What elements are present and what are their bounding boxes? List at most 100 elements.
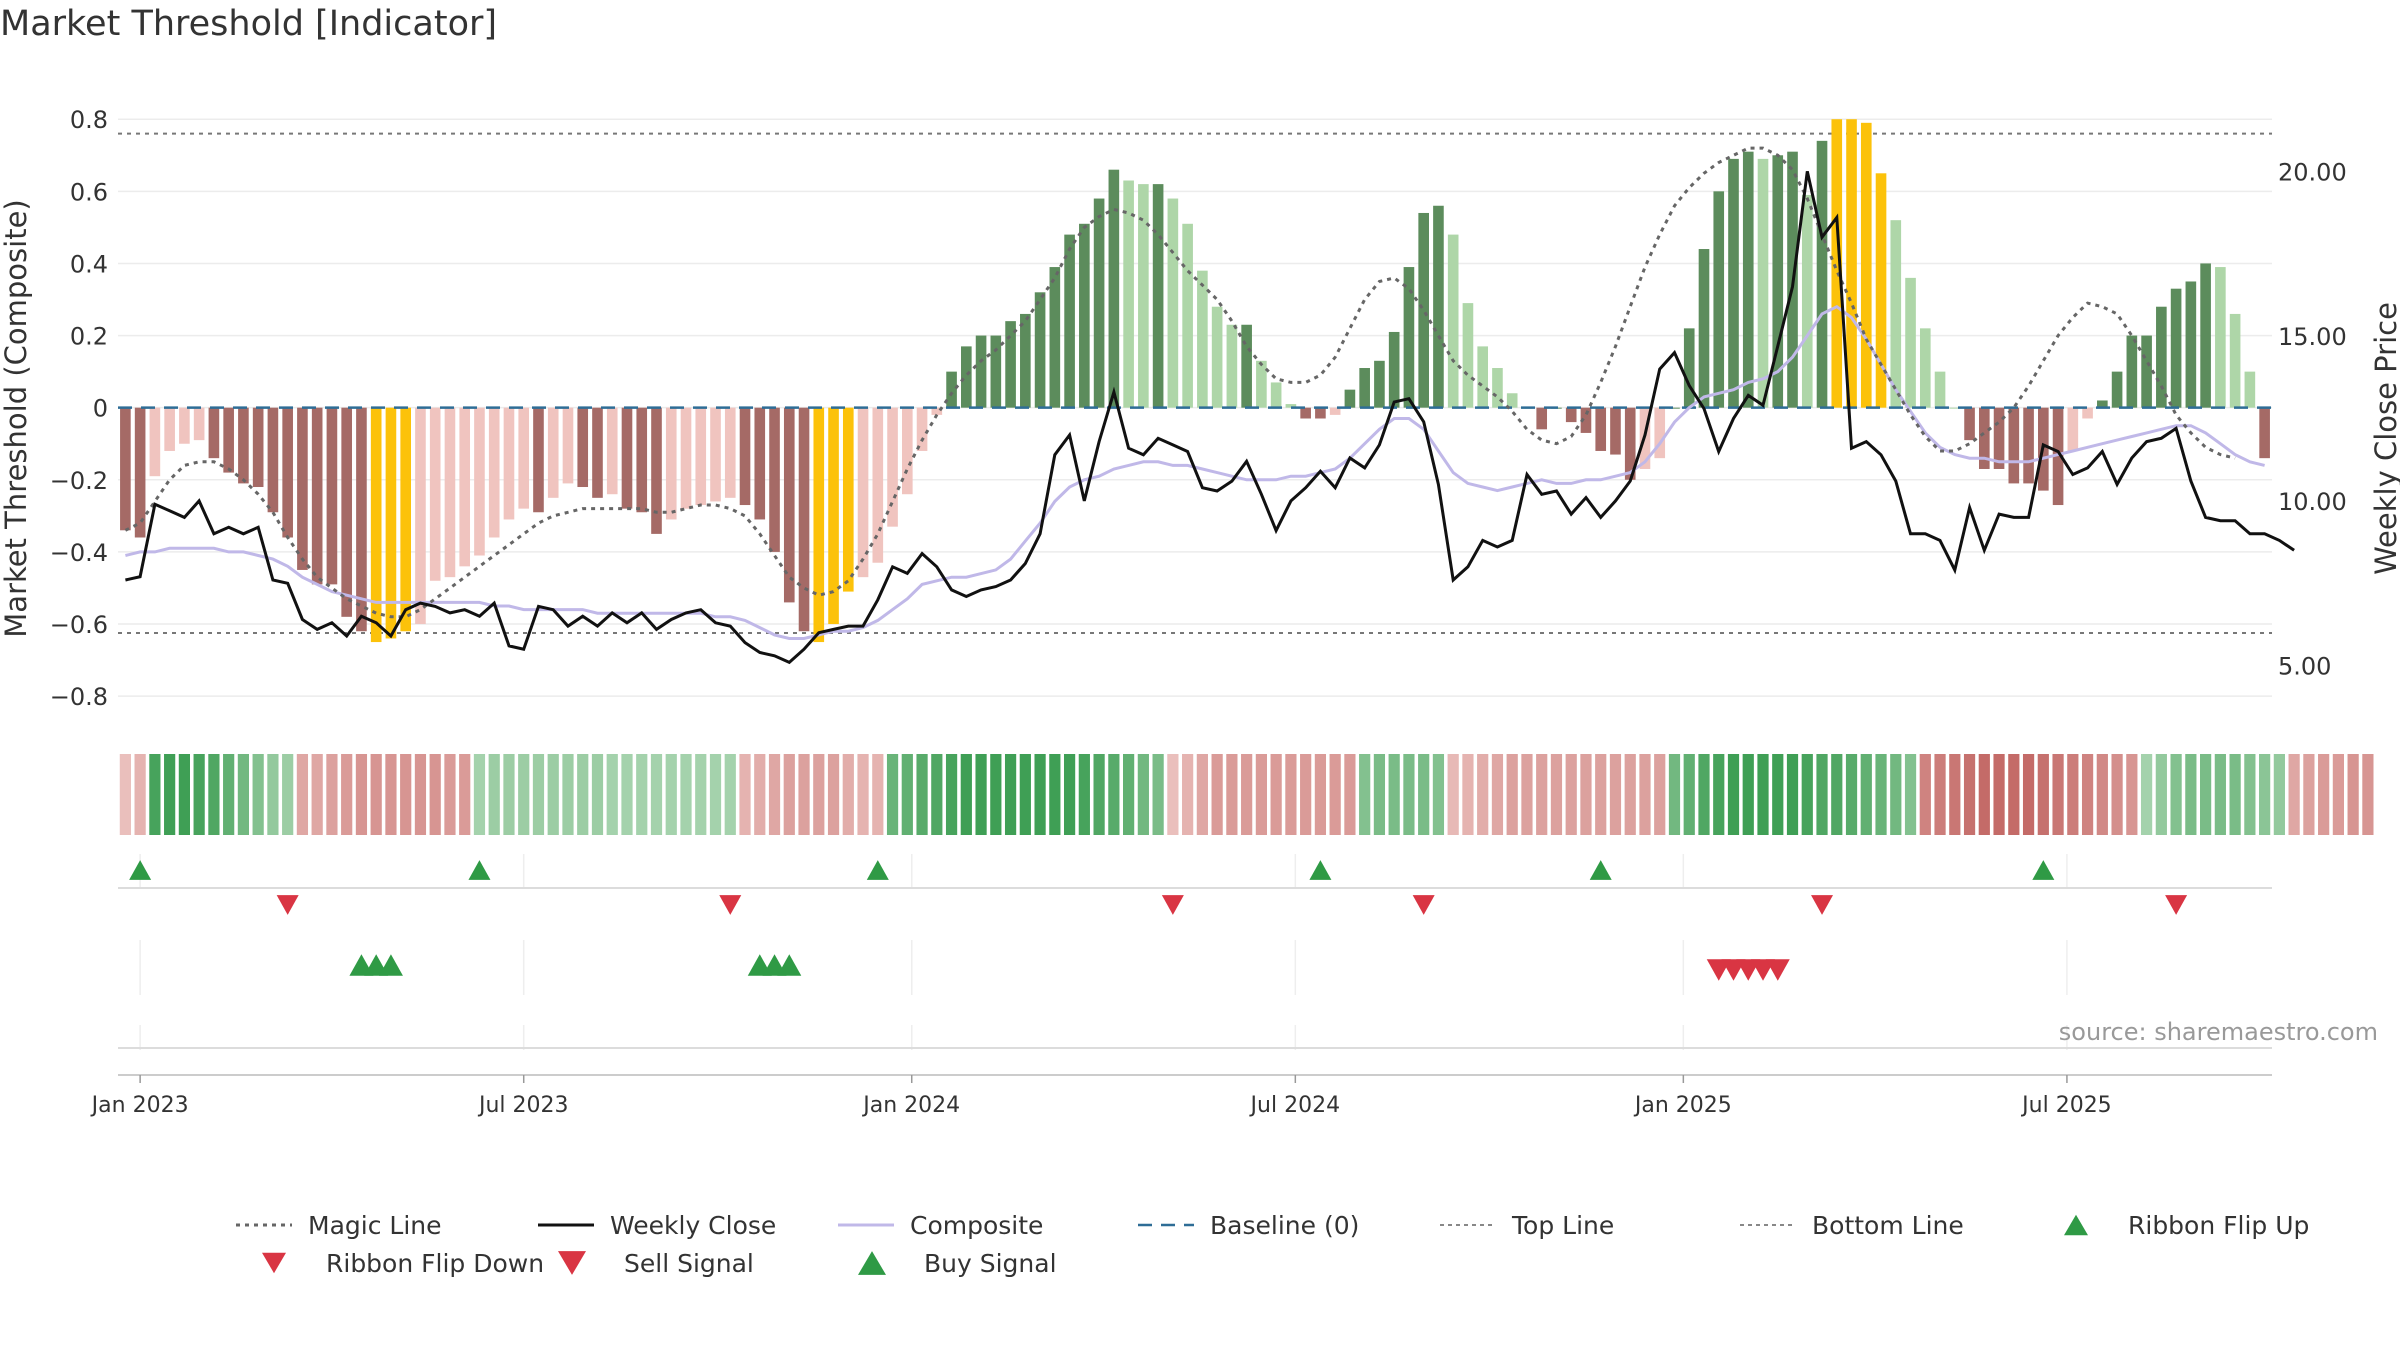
- ribbon-cell: [1211, 754, 1223, 835]
- ribbon-cell: [916, 754, 928, 835]
- histogram-bar: [2052, 407, 2064, 506]
- y-tick-label: 0.2: [70, 323, 108, 351]
- chart-title: Market Threshold [Indicator]: [0, 4, 498, 44]
- histogram-bar: [1197, 270, 1208, 408]
- histogram-bar: [1816, 140, 1828, 408]
- ribbon-cell: [385, 754, 397, 835]
- ribbon-cell: [798, 754, 810, 835]
- ribbon-cell: [606, 754, 618, 835]
- ribbon-cell: [665, 754, 677, 835]
- histogram-bar: [1418, 212, 1429, 408]
- ribbon-cell: [1359, 754, 1371, 835]
- histogram-bar: [459, 407, 471, 567]
- histogram-bar: [1978, 407, 1990, 469]
- buy-signal-marker: [378, 954, 403, 976]
- histogram-bar: [1093, 198, 1105, 408]
- histogram-bar: [2126, 335, 2138, 408]
- histogram-bar: [651, 407, 662, 534]
- histogram-bar: [1359, 368, 1370, 408]
- ribbon-cell: [341, 754, 353, 835]
- histogram-bar: [636, 407, 648, 513]
- ribbon-cell: [1078, 754, 1090, 835]
- ribbon-cell: [1860, 754, 1872, 835]
- ribbon-flip-down-marker: [719, 895, 742, 915]
- histogram-bar: [1034, 292, 1046, 408]
- ribbon-cell: [473, 754, 486, 835]
- legend: Magic Line Weekly Close Composite Baseline …: [236, 1211, 2309, 1278]
- ribbon-flip-down-marker: [1412, 895, 1435, 915]
- ribbon-cell: [296, 754, 309, 835]
- ribbon-cell: [2081, 754, 2094, 835]
- ribbon-cell: [872, 754, 884, 835]
- ribbon-cell: [1462, 754, 1474, 835]
- histogram-bar: [961, 346, 972, 408]
- ribbon-cell: [577, 754, 589, 835]
- ribbon-flip-up-marker: [129, 860, 152, 880]
- histogram-bar: [1285, 404, 1297, 408]
- histogram-bar: [1698, 249, 1710, 408]
- histogram-bar: [2156, 306, 2167, 408]
- histogram-bar: [2185, 281, 2197, 408]
- histogram-bar: [1905, 277, 1916, 408]
- legend-swatch: [2064, 1214, 2088, 1236]
- histogram-bar: [710, 407, 721, 502]
- histogram-bar: [311, 407, 323, 585]
- histogram-bar: [2200, 263, 2211, 408]
- ribbon-cell: [1993, 754, 2005, 835]
- ribbon-cell: [1683, 754, 1695, 835]
- histogram-bar: [1182, 223, 1193, 408]
- ribbon-cell: [2126, 754, 2138, 835]
- ribbon-flip-up-marker: [468, 860, 491, 880]
- histogram-bar: [1875, 173, 1887, 408]
- ribbon-cell: [1654, 754, 1666, 835]
- ribbon-cell: [532, 754, 545, 835]
- histogram-bar: [1964, 407, 1975, 441]
- ribbon-cell: [400, 754, 412, 835]
- ribbon-cell: [2347, 754, 2359, 835]
- ribbon-cell: [355, 754, 368, 835]
- ribbon-cell: [1713, 754, 1725, 835]
- y-tick-label: 0: [93, 395, 108, 423]
- ribbon-cell: [1152, 754, 1164, 835]
- histogram-bar: [134, 407, 146, 538]
- ribbon-cell: [1890, 754, 1902, 835]
- histogram-bar: [1049, 267, 1061, 408]
- y-tick-label: −0.6: [50, 611, 108, 639]
- ribbon-cell: [1845, 754, 1858, 835]
- ribbon-cell: [1137, 754, 1149, 835]
- ribbon-cell: [975, 754, 987, 835]
- histogram-bar: [2229, 313, 2241, 408]
- ribbon-cell: [1241, 754, 1253, 835]
- ribbon-flip-down-marker: [1161, 895, 1184, 915]
- histogram-bar: [282, 407, 293, 538]
- weekly-close-line: [125, 170, 2295, 665]
- ribbon-cell: [1477, 754, 1489, 835]
- ribbon-cell: [223, 754, 235, 835]
- histogram-bar: [1846, 119, 1857, 408]
- histogram-bar: [1374, 360, 1385, 408]
- histogram-bar: [769, 407, 780, 552]
- y-tick-label: −0.8: [50, 683, 108, 711]
- histogram-bar: [533, 407, 544, 513]
- histogram-bar: [1138, 184, 1149, 408]
- ribbon-cell: [1521, 754, 1533, 835]
- histogram-bar: [592, 407, 603, 498]
- histogram-bar: [120, 407, 131, 531]
- histogram-bar: [2067, 407, 2079, 451]
- ribbon-cell: [311, 754, 323, 835]
- legend-label: Top Line: [1511, 1211, 1614, 1240]
- histogram-bar: [1860, 122, 1872, 408]
- histogram-bar: [2215, 267, 2226, 408]
- ribbon-cell: [2273, 754, 2285, 835]
- ribbon-cell: [680, 754, 692, 835]
- ribbon-cell: [1034, 754, 1046, 835]
- ribbon-cell: [1904, 754, 1917, 835]
- ribbon-cell: [2288, 754, 2300, 835]
- ribbon-cell: [1786, 754, 1799, 835]
- ribbon-cell: [1550, 754, 1563, 835]
- ribbon-cell: [945, 754, 958, 835]
- histogram-bar: [2082, 407, 2093, 419]
- ribbon-cell: [1506, 754, 1518, 835]
- histogram-bar: [2008, 407, 2020, 484]
- histogram-bar: [1801, 194, 1813, 408]
